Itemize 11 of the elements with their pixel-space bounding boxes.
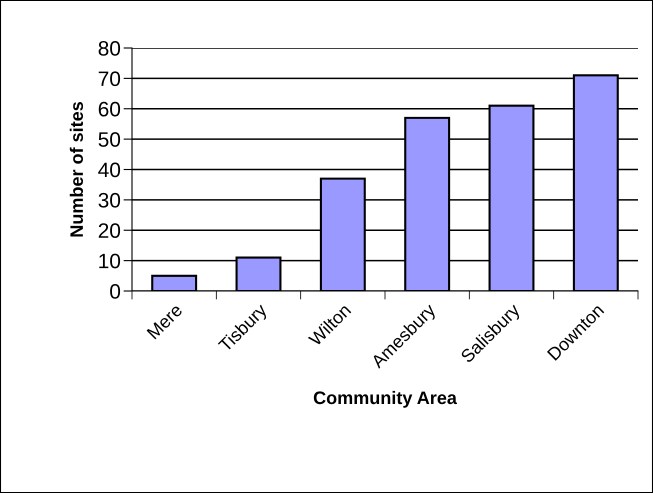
y-tick-label: 0 [110,284,120,299]
y-tick-label: 10 [99,254,120,268]
y-tick-label: 80 [98,41,120,56]
y-tick-label: 60 [98,102,120,117]
y-tick-label: 50 [98,132,120,147]
y-tick-label: 30 [98,192,120,208]
y-tick-label: 40 [98,162,120,178]
y-tick-label: 20 [98,223,120,238]
x-axis-title: Community Area [314,390,458,408]
y-axis-title: Number of sites [70,102,84,237]
y-tick-label: 70 [98,71,120,86]
